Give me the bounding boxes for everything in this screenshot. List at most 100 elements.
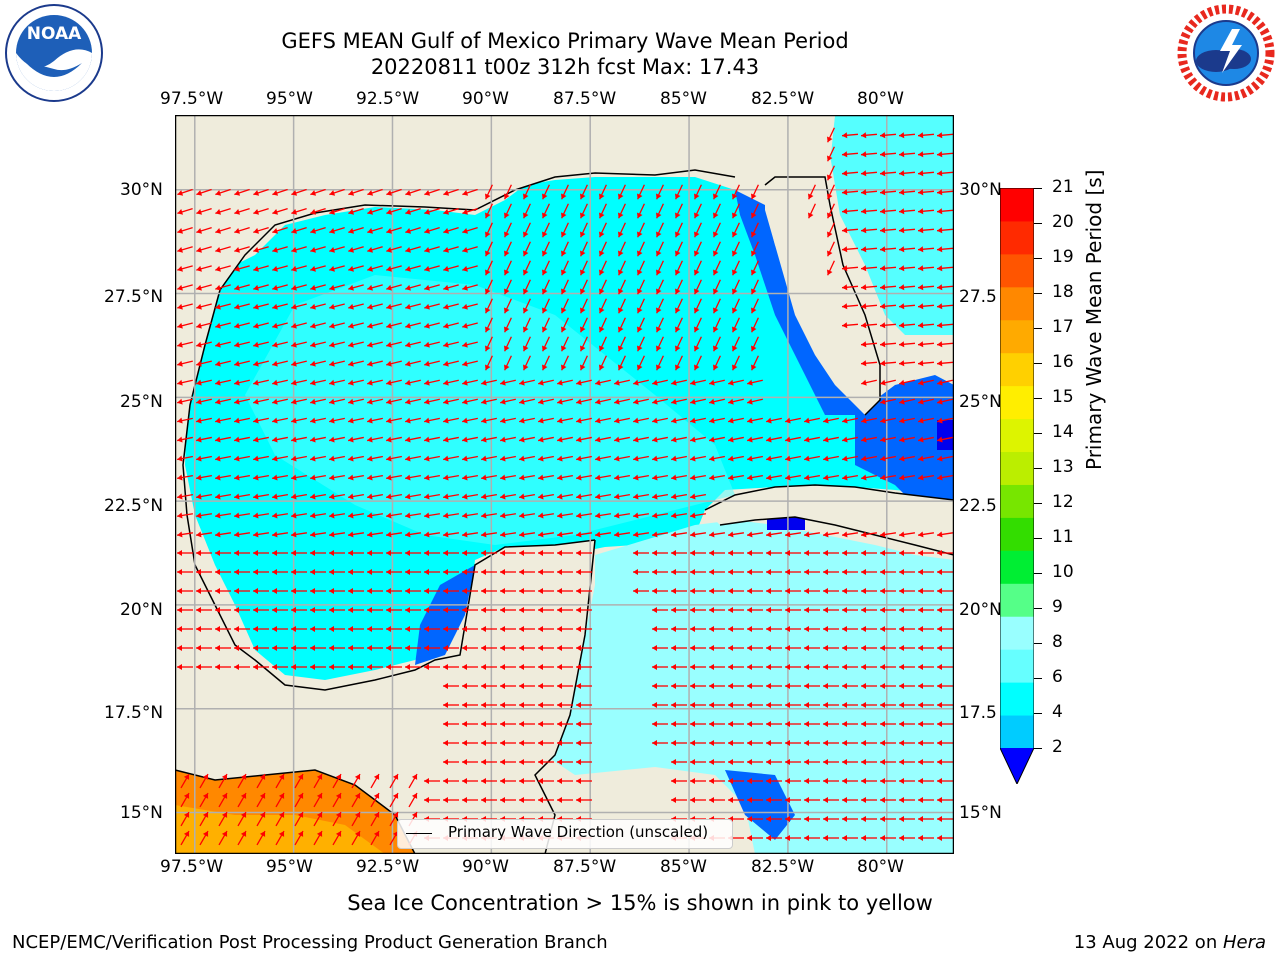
- wave-arrow: [367, 569, 383, 575]
- wave-arrow: [842, 835, 858, 841]
- top-lon-tick: 85°W: [660, 89, 707, 109]
- wave-arrow: [766, 417, 782, 424]
- noaa-logo: NOAA: [4, 3, 104, 103]
- wave-arrow: [462, 626, 478, 632]
- wave-arrow: [576, 417, 592, 424]
- map-area[interactable]: Primary Wave Direction (unscaled): [175, 115, 954, 854]
- wave-arrow: [519, 398, 535, 405]
- wave-arrow: [215, 188, 231, 196]
- wave-arrow: [234, 207, 250, 215]
- coastal-band-campeche: [415, 565, 475, 665]
- wave-arrow: [937, 683, 953, 689]
- wave-arrow: [937, 740, 953, 746]
- wave-arrow: [386, 360, 402, 367]
- wave-arrow: [652, 417, 668, 424]
- wave-arrow: [917, 360, 935, 367]
- wave-arrow: [937, 436, 953, 443]
- wave-arrow: [405, 303, 421, 310]
- wave-arrow: [177, 207, 193, 215]
- wave-arrow: [557, 379, 573, 386]
- wave-arrow: [804, 474, 820, 481]
- wave-arrow: [937, 379, 953, 386]
- wave-arrow: [310, 207, 326, 215]
- wave-arrow: [728, 645, 744, 651]
- wave-arrow: [841, 227, 859, 234]
- wave-arrow: [386, 626, 402, 632]
- wave-arrow: [732, 260, 740, 276]
- wave-arrow: [500, 702, 516, 708]
- wave-arrow: [709, 778, 725, 784]
- wave-arrow: [652, 493, 668, 500]
- wave-arrow: [918, 626, 934, 632]
- left-lat-tick: 25°N: [120, 392, 163, 412]
- wave-arrow: [519, 417, 535, 424]
- wave-arrow: [861, 797, 877, 803]
- bottom-lon-tick: 82.5°W: [751, 857, 815, 877]
- wave-arrow: [519, 759, 535, 765]
- wave-arrow: [690, 474, 706, 481]
- wave-arrow: [690, 588, 706, 594]
- wave-arrow: [443, 398, 459, 405]
- wave-arrow: [690, 645, 706, 651]
- wave-arrow: [694, 298, 702, 314]
- wave-arrow: [177, 188, 193, 196]
- wave-arrow: [462, 360, 478, 367]
- wave-arrow: [177, 474, 193, 481]
- wave-arrow: [348, 398, 364, 405]
- wave-arrow: [272, 303, 288, 310]
- wave-arrow: [462, 550, 478, 556]
- wave-arrow: [899, 379, 915, 386]
- wave-arrow: [523, 298, 531, 314]
- wave-arrow: [348, 246, 364, 253]
- wave-arrow: [632, 512, 650, 519]
- wave-arrow: [405, 569, 421, 575]
- wave-arrow: [405, 360, 421, 367]
- wave-arrow: [766, 550, 782, 556]
- wave-arrow: [367, 493, 383, 500]
- wave-arrow: [500, 759, 516, 765]
- wave-arrow: [424, 664, 440, 670]
- wave-arrow: [899, 664, 915, 670]
- wave-arrow: [709, 759, 725, 765]
- wave-arrow: [747, 721, 763, 727]
- wave-arrow: [709, 455, 725, 462]
- wave-arrow: [348, 284, 364, 291]
- wave-arrow: [500, 645, 516, 651]
- wave-arrow: [899, 740, 915, 746]
- wave-arrow: [519, 436, 535, 443]
- wave-arrow: [177, 360, 193, 367]
- wave-arrow: [652, 474, 668, 481]
- wave-arrow: [861, 550, 877, 556]
- wave-arrow: [732, 355, 740, 371]
- wave-arrow: [329, 588, 345, 594]
- wave-arrow: [561, 336, 569, 352]
- wave-arrow: [879, 341, 897, 348]
- wave-arrow: [408, 773, 418, 789]
- wave-arrow: [747, 455, 763, 462]
- wave-arrow: [291, 417, 307, 424]
- wave-arrow: [898, 151, 916, 158]
- wave-arrow: [599, 241, 607, 257]
- wave-arrow: [841, 531, 859, 538]
- colorbar-segment: [1000, 352, 1034, 387]
- wave-arrow: [689, 512, 707, 519]
- left-lat-tick: 27.5°N: [104, 287, 164, 307]
- wave-arrow: [899, 474, 915, 481]
- wave-arrow: [860, 208, 878, 215]
- wave-arrow: [880, 455, 896, 462]
- wave-arrow: [614, 474, 630, 481]
- wave-arrow: [523, 203, 531, 219]
- wave-arrow: [917, 227, 935, 234]
- wave-arrow: [879, 189, 897, 196]
- wave-arrow: [841, 189, 859, 196]
- wave-arrow: [557, 797, 573, 803]
- footer-date-text: 13 Aug 2022 on: [1073, 932, 1223, 953]
- wave-arrow: [918, 398, 934, 405]
- wave-arrow: [386, 417, 402, 424]
- wave-arrow: [386, 207, 402, 215]
- wave-arrow: [671, 569, 687, 575]
- wave-arrow: [424, 284, 440, 291]
- colorbar-tick: [1034, 573, 1042, 574]
- right-lat-tick: 25°N: [959, 392, 1002, 412]
- wave-arrow: [842, 645, 858, 651]
